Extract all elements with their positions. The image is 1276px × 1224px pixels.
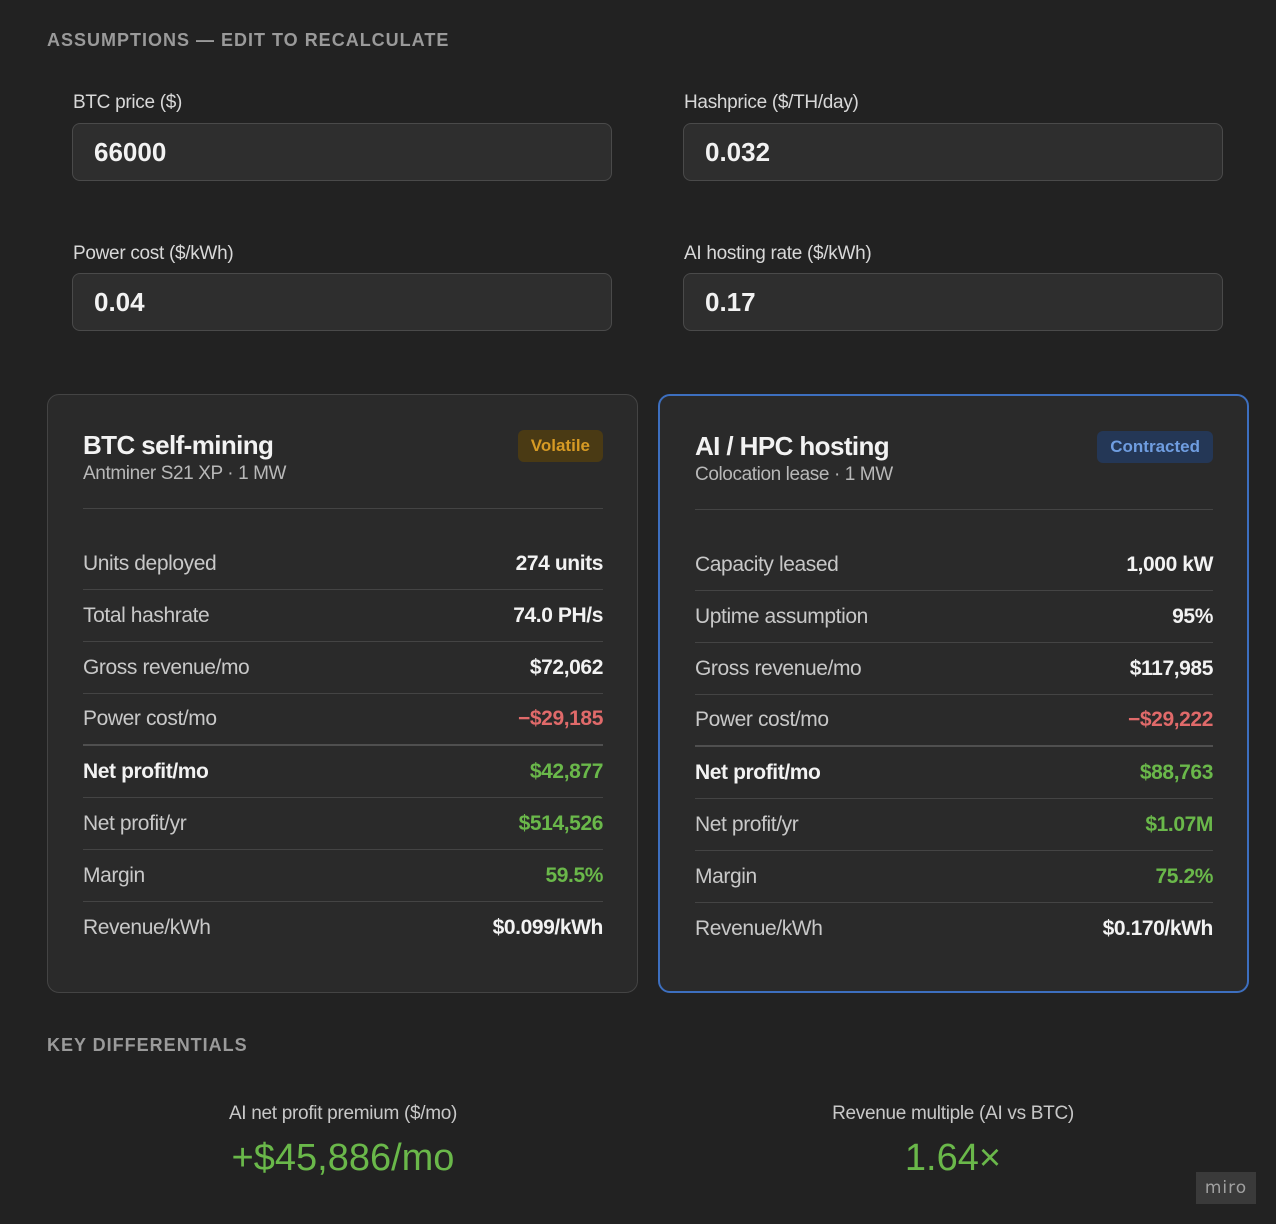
card-subtitle: Antminer S21 XP · 1 MW (83, 463, 287, 484)
metric-label: Margin (83, 863, 145, 887)
revenue-multiple-value: 1.64× (904, 1137, 1002, 1179)
metric-label: Gross revenue/mo (83, 655, 250, 679)
metric-label: Net profit/mo (83, 759, 209, 783)
metric-value: $42,877 (529, 759, 604, 783)
contracted-badge: Contracted (1097, 431, 1213, 463)
metric-value: $88,763 (1139, 760, 1214, 784)
card-subtitle: Colocation lease · 1 MW (695, 464, 893, 485)
hashprice-label: Hashprice ($/TH/day) (684, 92, 859, 113)
metric-label: Total hashrate (83, 603, 210, 627)
metric-value: $117,985 (1129, 656, 1214, 680)
power-cost-input[interactable] (72, 273, 612, 331)
miro-watermark: miro (1196, 1172, 1256, 1204)
ai-hosting-rate-label: AI hosting rate ($/kWh) (684, 243, 872, 264)
metric-label: Power cost/mo (83, 707, 217, 730)
metric-label: Net profit/yr (695, 812, 799, 836)
metrics-list: Units deployed 274 units Total hashrate … (83, 538, 603, 954)
power-cost-label: Power cost ($/kWh) (73, 243, 234, 264)
metric-row-margin: Margin 75.2% (695, 851, 1213, 903)
ai-hosting-rate-input[interactable] (683, 273, 1223, 331)
metric-row-power-cost: Power cost/mo −$29,222 (695, 695, 1213, 747)
metric-value: 274 units (515, 551, 604, 575)
metric-label: Uptime assumption (695, 604, 868, 628)
metric-row-net-profit-mo: Net profit/mo $88,763 (695, 747, 1213, 799)
metric-value: $514,526 (518, 811, 604, 835)
metric-value: −$29,222 (1128, 708, 1213, 731)
metric-row-gross-revenue: Gross revenue/mo $117,985 (695, 643, 1213, 695)
btc-price-input[interactable] (72, 123, 612, 181)
metric-row-revenue-kwh: Revenue/kWh $0.170/kWh (695, 903, 1213, 955)
metric-row-uptime: Uptime assumption 95% (695, 591, 1213, 643)
metric-row-total-hashrate: Total hashrate 74.0 PH/s (83, 590, 603, 642)
metric-row-net-profit-yr: Net profit/yr $1.07M (695, 799, 1213, 851)
metric-value: $0.099/kWh (492, 916, 604, 939)
metric-value: $72,062 (529, 655, 604, 679)
card-divider (83, 508, 603, 509)
metric-row-units-deployed: Units deployed 274 units (83, 538, 603, 590)
key-differentials-heading: KEY DIFFERENTIALS (47, 1035, 248, 1055)
metric-row-margin: Margin 59.5% (83, 850, 603, 902)
card-divider (695, 509, 1213, 510)
metric-label: Revenue/kWh (695, 917, 823, 940)
metric-label: Net profit/yr (83, 811, 187, 835)
assumptions-heading: ASSUMPTIONS — EDIT TO RECALCULATE (47, 30, 450, 50)
btc-self-mining-card: BTC self-mining Antminer S21 XP · 1 MW V… (47, 394, 638, 993)
hashprice-input[interactable] (683, 123, 1223, 181)
metric-row-capacity-leased: Capacity leased 1,000 kW (695, 539, 1213, 591)
metric-row-net-profit-mo: Net profit/mo $42,877 (83, 746, 603, 798)
revenue-multiple-label: Revenue multiple (AI vs BTC) (832, 1103, 1074, 1124)
metric-value: 1,000 kW (1126, 552, 1213, 576)
metric-value: −$29,185 (518, 707, 603, 730)
btc-price-label: BTC price ($) (73, 92, 183, 113)
metric-label: Units deployed (83, 551, 217, 575)
metric-label: Revenue/kWh (83, 916, 211, 939)
metric-value: 74.0 PH/s (513, 603, 603, 627)
ai-net-profit-premium-label: AI net profit premium ($/mo) (228, 1103, 458, 1124)
metric-value: $0.170/kWh (1102, 917, 1214, 940)
ai-net-profit-premium-value: +$45,886/mo (231, 1137, 455, 1179)
ai-hpc-hosting-card: AI / HPC hosting Colocation lease · 1 MW… (658, 394, 1249, 993)
metric-row-revenue-kwh: Revenue/kWh $0.099/kWh (83, 902, 603, 954)
metric-row-net-profit-yr: Net profit/yr $514,526 (83, 798, 603, 850)
metric-label: Net profit/mo (695, 760, 821, 784)
metric-label: Gross revenue/mo (695, 656, 862, 680)
metrics-list: Capacity leased 1,000 kW Uptime assumpti… (695, 539, 1213, 955)
metric-label: Margin (695, 864, 757, 888)
metric-value: 95% (1172, 604, 1213, 628)
volatile-badge: Volatile (517, 430, 603, 462)
metric-row-power-cost: Power cost/mo −$29,185 (83, 694, 603, 746)
metric-value: 59.5% (545, 863, 603, 887)
metric-label: Power cost/mo (695, 708, 829, 731)
metric-label: Capacity leased (695, 552, 839, 576)
card-title: BTC self-mining (83, 430, 274, 460)
card-title: AI / HPC hosting (695, 431, 890, 461)
metric-value: 75.2% (1155, 864, 1213, 888)
metric-value: $1.07M (1145, 812, 1213, 836)
metric-row-gross-revenue: Gross revenue/mo $72,062 (83, 642, 603, 694)
